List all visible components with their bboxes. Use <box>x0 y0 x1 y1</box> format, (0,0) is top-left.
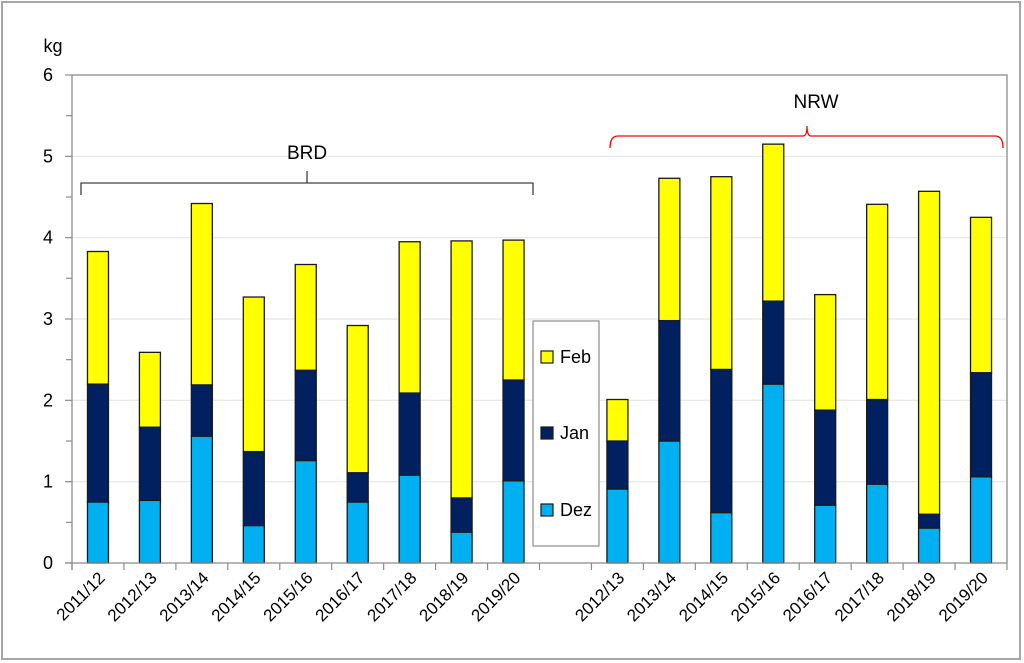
bar-brd-2015-16-feb <box>294 263 317 371</box>
y-tick-label: 3 <box>43 309 53 329</box>
bar-brd-2016-17-jan <box>346 472 369 503</box>
bar-nrw-2012-13-jan <box>606 440 629 490</box>
bar-brd-2014-15-feb <box>242 296 265 453</box>
bar-nrw-2015-16-dez <box>762 383 785 564</box>
bar-brd-2017-18-jan <box>398 392 421 476</box>
brd-group-label: BRD <box>287 143 327 164</box>
bar-nrw-2018-19-feb <box>917 190 941 515</box>
bar-nrw-2013-14-feb <box>658 177 681 322</box>
x-tick-label-brd: 2014/15 <box>208 568 265 625</box>
bar-brd-2012-13-feb <box>138 351 162 428</box>
x-tick-label-brd: 2017/18 <box>364 568 421 625</box>
bar-nrw-2015-16-feb <box>762 143 785 302</box>
bar-nrw-2018-19-dez <box>917 527 941 564</box>
bar-nrw-2018-19-jan <box>917 513 941 529</box>
bar-nrw-2015-16-jan <box>762 300 785 385</box>
x-tick-label-nrw: 2019/20 <box>935 568 992 625</box>
bar-brd-2011-12-feb <box>86 250 110 385</box>
y-tick-labels: 0 1 2 3 4 5 6 <box>43 65 53 573</box>
bar-nrw-2019-20-dez <box>969 476 993 564</box>
bar-brd-2013-14-jan <box>190 384 214 437</box>
bar-brd-2018-19-dez <box>450 531 473 564</box>
bar-nrw-2019-20-jan <box>969 372 993 478</box>
legend-label-feb: Feb <box>560 347 591 367</box>
bar-brd-2019-20-feb <box>502 239 525 381</box>
y-tick-label: 0 <box>43 553 53 573</box>
bar-nrw-2019-20-feb <box>969 216 993 374</box>
plot-border <box>72 74 1008 563</box>
bar-brd-2016-17-dez <box>346 501 369 564</box>
bar-brd-2013-14-feb <box>190 202 214 386</box>
brd-bracket <box>80 171 534 195</box>
x-tick-label-nrw: 2012/13 <box>571 568 628 625</box>
bar-brd-2015-16-jan <box>294 369 317 462</box>
bar-nrw-2012-13-dez <box>606 488 629 564</box>
x-tick-label-brd: 2019/20 <box>467 568 524 625</box>
x-tick-label-brd: 2016/17 <box>312 568 369 625</box>
bar-nrw-2017-18-feb <box>865 203 889 401</box>
nrw-group-label: NRW <box>793 92 838 113</box>
bar-nrw-2016-17-dez <box>814 504 837 564</box>
bar-brd-2012-13-jan <box>138 426 162 502</box>
bar-brd-2018-19-feb <box>450 240 473 499</box>
bars <box>86 143 993 564</box>
x-tick-labels: 2011/122012/132013/142014/152015/162016/… <box>53 568 992 625</box>
bar-brd-2014-15-dez <box>242 524 265 564</box>
legend-swatch-dez <box>540 503 554 517</box>
legend-label-jan: Jan <box>560 423 589 443</box>
x-tick-label-brd: 2012/13 <box>104 568 161 625</box>
y-tick-label: 1 <box>43 472 53 492</box>
x-tick-label-brd: 2018/19 <box>416 568 473 625</box>
bar-brd-2019-20-dez <box>502 480 525 564</box>
bar-nrw-2013-14-dez <box>658 440 681 564</box>
legend-label-dez: Dez <box>560 500 592 520</box>
x-tick-label-nrw: 2016/17 <box>779 568 836 625</box>
bar-brd-2016-17-feb <box>346 324 369 474</box>
bar-nrw-2014-15-jan <box>710 368 733 514</box>
y-tick-label: 6 <box>43 65 53 85</box>
legend-swatch-jan <box>540 426 554 440</box>
bar-brd-2018-19-jan <box>450 497 473 533</box>
bar-nrw-2016-17-jan <box>814 409 837 506</box>
plot-area-border <box>72 74 1008 563</box>
bar-brd-2012-13-dez <box>138 499 162 564</box>
y-axis-label: kg <box>43 36 62 56</box>
bar-brd-2013-14-dez <box>190 435 214 564</box>
legend-swatch-feb <box>540 350 554 364</box>
bar-brd-2011-12-jan <box>86 383 110 503</box>
x-tick-label-brd: 2013/14 <box>156 568 213 625</box>
bar-nrw-2014-15-dez <box>710 511 733 564</box>
y-tick-label: 2 <box>43 390 53 410</box>
bar-brd-2011-12-dez <box>86 501 110 564</box>
bar-nrw-2013-14-jan <box>658 319 681 442</box>
bar-nrw-2014-15-feb <box>710 176 733 371</box>
x-tick-label-nrw: 2014/15 <box>675 568 732 625</box>
x-tick-label-brd: 2011/12 <box>53 568 109 624</box>
bar-brd-2017-18-feb <box>398 241 421 394</box>
bar-brd-2019-20-jan <box>502 379 525 482</box>
group-brackets: BRD NRW <box>80 92 1004 195</box>
x-tick-label-nrw: 2018/19 <box>883 568 940 625</box>
y-tick-label: 4 <box>43 228 53 248</box>
bar-nrw-2016-17-feb <box>814 293 837 411</box>
bar-brd-2014-15-jan <box>242 450 265 527</box>
legend: Feb Jan Dez <box>532 320 600 547</box>
bar-nrw-2012-13-feb <box>606 398 629 442</box>
bar-nrw-2017-18-dez <box>865 483 889 564</box>
x-tick-label-nrw: 2017/18 <box>831 568 888 625</box>
bar-brd-2015-16-dez <box>294 459 317 564</box>
x-tick-label-brd: 2015/16 <box>260 568 317 625</box>
x-tick-label-nrw: 2015/16 <box>727 568 784 625</box>
bar-brd-2017-18-dez <box>398 474 421 564</box>
nrw-bracket <box>609 125 1004 149</box>
axes <box>65 74 1008 570</box>
bar-nrw-2017-18-jan <box>865 398 889 485</box>
y-tick-label: 5 <box>43 146 53 166</box>
x-tick-label-nrw: 2013/14 <box>623 568 680 625</box>
